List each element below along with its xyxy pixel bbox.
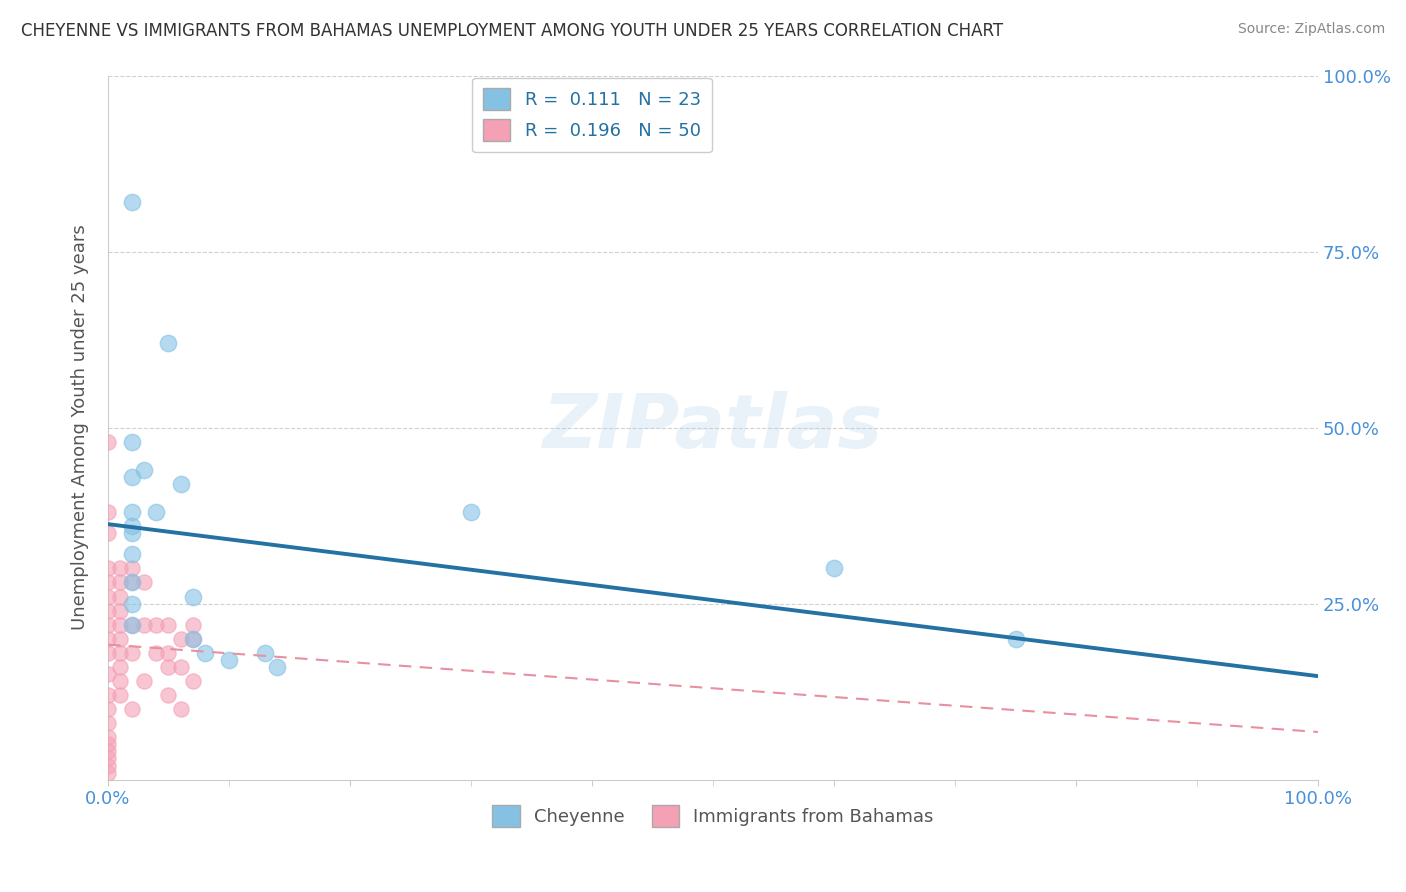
Point (194, 646, 217, 660)
Point (121, 575, 143, 590)
Point (169, 476, 191, 491)
Point (97, 758, 120, 772)
Point (108, 617, 131, 632)
Point (108, 673, 131, 688)
Point (108, 646, 131, 660)
Point (121, 617, 143, 632)
Point (181, 673, 204, 688)
Point (108, 688, 131, 702)
Point (134, 673, 156, 688)
Point (121, 547, 143, 561)
Point (134, 463, 156, 477)
Y-axis label: Unemployment Among Youth under 25 years: Unemployment Among Youth under 25 years (72, 225, 89, 631)
Point (121, 470, 143, 484)
Point (121, 617, 143, 632)
Legend: Cheyenne, Immigrants from Bahamas: Cheyenne, Immigrants from Bahamas (485, 797, 941, 834)
Point (169, 632, 191, 646)
Point (97, 751, 120, 765)
Point (1004, 632, 1026, 646)
Point (145, 505, 167, 519)
Point (121, 526, 143, 541)
Point (121, 195, 143, 210)
Point (108, 590, 131, 604)
Point (108, 604, 131, 618)
Point (121, 702, 143, 716)
Point (121, 597, 143, 611)
Point (157, 688, 180, 702)
Point (108, 561, 131, 575)
Text: ZIPatlas: ZIPatlas (543, 391, 883, 464)
Point (157, 617, 180, 632)
Point (97, 561, 120, 575)
Point (97, 744, 120, 758)
Point (145, 646, 167, 660)
Point (97, 526, 120, 541)
Point (97, 505, 120, 519)
Point (121, 519, 143, 533)
Point (218, 653, 240, 667)
Point (157, 336, 180, 351)
Text: CHEYENNE VS IMMIGRANTS FROM BAHAMAS UNEMPLOYMENT AMONG YOUTH UNDER 25 YEARS CORR: CHEYENNE VS IMMIGRANTS FROM BAHAMAS UNEM… (21, 22, 1004, 40)
Point (157, 660, 180, 674)
Point (121, 434, 143, 449)
Point (97, 632, 120, 646)
Point (97, 646, 120, 660)
Point (181, 617, 204, 632)
Point (97, 667, 120, 681)
Point (97, 765, 120, 780)
Point (254, 646, 277, 660)
Point (97, 617, 120, 632)
Point (121, 575, 143, 590)
Point (108, 632, 131, 646)
Point (134, 575, 156, 590)
Point (266, 660, 288, 674)
Point (181, 632, 204, 646)
Point (181, 632, 204, 646)
Point (121, 646, 143, 660)
Point (97, 434, 120, 449)
Point (169, 702, 191, 716)
Point (134, 617, 156, 632)
Point (97, 575, 120, 590)
Point (97, 702, 120, 716)
Point (121, 561, 143, 575)
Point (181, 590, 204, 604)
Point (145, 617, 167, 632)
Point (97, 731, 120, 745)
Point (97, 716, 120, 731)
Point (97, 590, 120, 604)
Point (108, 660, 131, 674)
Point (97, 604, 120, 618)
Point (97, 738, 120, 752)
Text: Source: ZipAtlas.com: Source: ZipAtlas.com (1237, 22, 1385, 37)
Point (121, 505, 143, 519)
Point (169, 660, 191, 674)
Point (97, 688, 120, 702)
Point (108, 575, 131, 590)
Point (460, 505, 482, 519)
Point (157, 646, 180, 660)
Point (823, 561, 845, 575)
